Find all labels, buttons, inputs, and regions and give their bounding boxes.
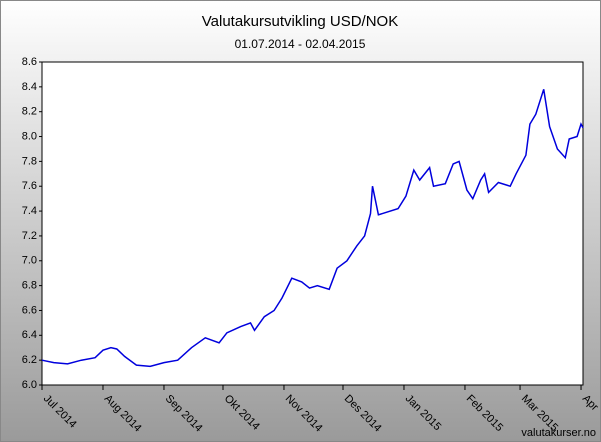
y-tick-label: 6.6: [22, 304, 37, 316]
watermark: valutakurser.no: [521, 427, 596, 439]
y-tick-label: 7.6: [22, 180, 37, 192]
y-tick-label: 6.4: [22, 329, 37, 341]
plot-area: [41, 61, 584, 386]
chart-title: Valutakursutvikling USD/NOK: [202, 13, 398, 30]
y-tick-label: 6.8: [22, 280, 37, 292]
y-tick-label: 8.4: [22, 81, 37, 93]
chart-subtitle: 01.07.2014 - 02.04.2015: [235, 37, 366, 51]
y-tick-label: 8.6: [22, 56, 37, 68]
y-tick-label: 6.2: [22, 354, 37, 366]
line-series: [41, 89, 584, 368]
y-tick-label: 8.0: [22, 130, 37, 142]
y-tick-label: 6.0: [22, 379, 37, 391]
y-tick-label: 7.8: [22, 155, 37, 167]
y-tick-label: 7.0: [22, 255, 37, 267]
y-tick-label: 7.2: [22, 230, 37, 242]
y-tick-label: 7.4: [22, 205, 37, 217]
y-tick-label: 8.2: [22, 106, 37, 118]
